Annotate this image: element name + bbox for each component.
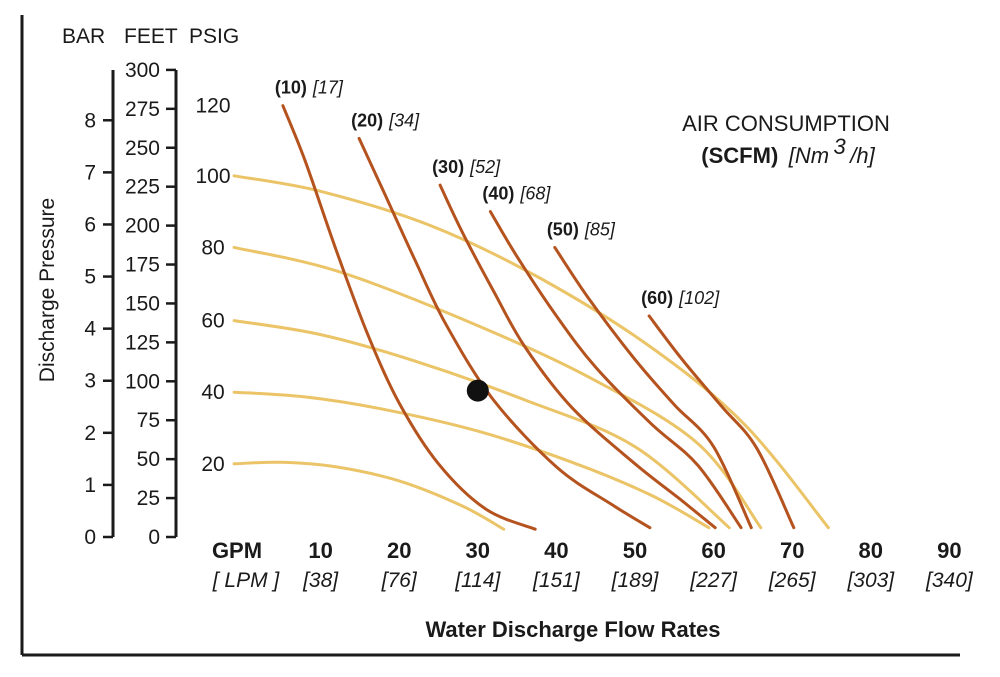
operating-point-marker (466, 379, 489, 402)
x-tick-gpm: 70 (780, 538, 804, 563)
psig-curve (232, 174, 830, 530)
air-curve-label: (20) [34] (351, 110, 420, 130)
x-tick-gpm: 40 (544, 538, 568, 563)
air-curve-label: (30) [52] (432, 157, 501, 177)
x-tick-gpm: 50 (623, 538, 647, 563)
feet-tick-label: 150 (125, 292, 160, 315)
x-tick-lpm: [114] (454, 569, 501, 592)
air-consumption-curve (488, 210, 743, 530)
air-curve-label: (60) [102] (641, 288, 720, 308)
air-curve-metric: [52] (469, 157, 501, 177)
air-curve-scfm: (30) (432, 157, 464, 177)
bar-axis-ticks: 0 1 2 3 4 5 6 7 8 (84, 109, 113, 549)
psig-axis-header: PSIG (189, 25, 239, 48)
legend-unit-scfm: (SCFM) (701, 143, 778, 168)
x-tick-lpm: [189] (611, 569, 660, 592)
air-curve-scfm: (50) (547, 219, 579, 239)
y-axis-title: Discharge Pressure (36, 198, 59, 382)
legend-unit-nm: [Nm (788, 143, 829, 168)
air-curve-metric: [34] (388, 110, 420, 130)
air-curve-metric: [17] (312, 78, 344, 98)
feet-tick-label: 275 (125, 98, 160, 121)
x-tick-lpm: [38] (302, 569, 339, 592)
psig-labels: 20 40 60 80 100 120 (195, 94, 230, 475)
feet-tick-label: 225 (125, 176, 160, 199)
x-tick-gpm: 30 (466, 538, 490, 563)
psig-label: 100 (195, 165, 230, 188)
psig-curves (232, 174, 830, 531)
x-tick-lpm: [151] (532, 569, 581, 592)
feet-tick-label: 25 (137, 487, 160, 510)
x-tick-gpm: 10 (308, 538, 332, 563)
air-consumption-labels: (10) [17] (20) [34] (30) [52] (40) [68] (50) [85]… (275, 78, 720, 308)
feet-tick-label: 50 (137, 448, 160, 471)
bar-tick-label: 7 (84, 161, 96, 184)
air-consumption-curves (281, 104, 796, 531)
air-curve-scfm: (60) (641, 288, 673, 308)
x-tick-lpm: [303] (846, 569, 895, 592)
bar-tick-label: 3 (84, 370, 96, 393)
psig-label: 80 (201, 236, 224, 259)
psig-label: 20 (201, 453, 224, 476)
x-tick-lpm: [227] (689, 569, 738, 592)
feet-tick-label: 75 (137, 409, 160, 432)
legend-unit-h: /h] (848, 143, 875, 168)
air-curve-label: (40) [68] (482, 184, 551, 204)
air-curve-metric: [85] (584, 219, 616, 239)
air-curve-scfm: (10) (275, 78, 307, 98)
air-curve-metric: [68] (519, 184, 551, 204)
bar-tick-label: 6 (84, 213, 96, 236)
feet-tick-label: 200 (125, 215, 160, 238)
psig-curve (232, 460, 506, 531)
air-curve-label: (10) [17] (275, 78, 344, 98)
x-tick-gpm: 20 (387, 538, 411, 563)
x-tick-lpm: [76] (381, 569, 418, 592)
feet-tick-label: 0 (148, 526, 160, 549)
x-unit-lpm: [ LPM ] (212, 569, 281, 592)
air-consumption-curve (553, 245, 753, 530)
x-unit-gpm: GPM (212, 538, 262, 563)
bar-tick-label: 8 (84, 109, 96, 132)
x-tick-lpm: [265] (768, 569, 817, 592)
air-consumption-curve (281, 104, 537, 531)
x-axis-title: Water Discharge Flow Rates (425, 617, 720, 642)
air-curve-label: (50) [85] (547, 219, 616, 239)
feet-tick-label: 175 (125, 254, 160, 277)
feet-axis-header: FEET (124, 25, 178, 48)
operating-point-layer (466, 379, 489, 402)
psig-label: 40 (201, 381, 224, 404)
air-consumption-curve (438, 183, 717, 530)
legend-unit-sup: 3 (834, 134, 847, 159)
legend-title: AIR CONSUMPTION (682, 111, 890, 136)
x-tick-lpm: [340] (925, 569, 974, 592)
feet-tick-label: 250 (125, 137, 160, 160)
bar-tick-label: 4 (84, 318, 96, 341)
legend-unit: (SCFM) [Nm 3 /h] (701, 134, 875, 168)
x-tick-gpm: 80 (859, 538, 883, 563)
bar-tick-label: 1 (84, 474, 96, 497)
air-curve-scfm: (20) (351, 110, 383, 130)
x-tick-gpm: 60 (701, 538, 725, 563)
feet-axis-ticks: 0 25 50 75 100 125 150 175 200 225 250 275 300 (125, 59, 176, 549)
psig-curve (232, 390, 711, 530)
x-tick-gpm: 90 (937, 538, 961, 563)
bar-tick-label: 5 (84, 266, 96, 289)
feet-tick-label: 300 (125, 59, 160, 82)
psig-label: 120 (195, 94, 230, 117)
bar-tick-label: 0 (84, 526, 96, 549)
feet-tick-label: 125 (125, 331, 160, 354)
air-curve-scfm: (40) (482, 184, 514, 204)
bar-tick-label: 2 (84, 422, 96, 445)
air-curve-metric: [102] (678, 288, 720, 308)
bar-axis-header: BAR (62, 25, 105, 48)
feet-tick-label: 100 (125, 370, 160, 393)
air-consumption-curve (647, 314, 796, 530)
air-consumption-curve (357, 136, 652, 530)
psig-label: 60 (201, 310, 224, 333)
x-axis-tick-labels: 10 [38] 20 [76] 30 [114] 40 [151] 50 [189] 60 [227]… (302, 538, 974, 592)
